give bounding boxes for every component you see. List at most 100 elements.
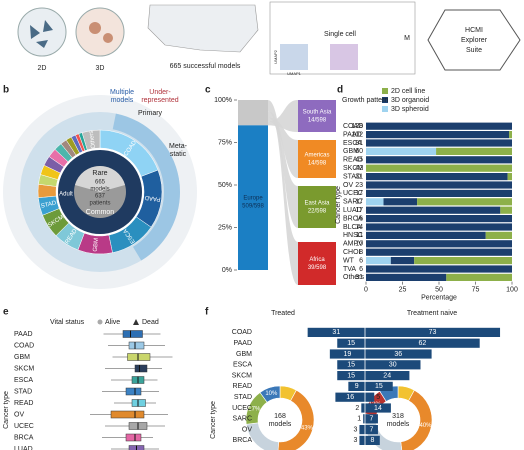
bar-segment xyxy=(366,206,501,214)
sunburst-segment xyxy=(81,129,101,151)
y-tick-label: ESCA xyxy=(233,362,252,369)
value-label: 3 xyxy=(353,426,357,433)
header-label: models xyxy=(111,97,134,104)
bar xyxy=(365,360,421,370)
region-label: East Asia xyxy=(304,201,330,207)
y-tick-label: GBM xyxy=(236,351,252,358)
y-tick-label: UCEC xyxy=(232,405,252,412)
value-label: 15 xyxy=(347,372,355,379)
bar xyxy=(365,435,380,445)
y-tick-label: COAD xyxy=(232,329,252,336)
y-tick-label: COAD xyxy=(14,342,34,349)
donut-segment xyxy=(400,389,433,450)
y-tick-label: SKCM xyxy=(14,365,34,372)
bar xyxy=(365,392,375,402)
bar-segment xyxy=(366,164,512,172)
donut-label: 43% xyxy=(301,425,314,431)
count-label: 60 xyxy=(355,148,363,155)
y-tick-label: OV xyxy=(242,426,252,433)
y-axis-title: Cancer type xyxy=(210,401,217,439)
count-label: 10 xyxy=(355,241,363,248)
y-tick-label: READ xyxy=(14,400,33,407)
bar-segment xyxy=(366,156,512,164)
count-label: 31 xyxy=(355,173,363,180)
bar-segment xyxy=(383,198,418,206)
bar-segment xyxy=(366,173,508,181)
cells-icon xyxy=(30,20,53,48)
center-text: 637 xyxy=(95,194,106,200)
explorer-hex xyxy=(427,9,521,71)
inner-label: Common xyxy=(86,209,115,216)
count-label: 42 xyxy=(355,165,363,172)
y-tick-label: TVA xyxy=(343,266,356,273)
box xyxy=(125,433,142,442)
value-label: 15 xyxy=(347,340,355,347)
region-value: 14/598 xyxy=(308,161,327,167)
box xyxy=(110,410,145,419)
bar xyxy=(363,414,365,424)
count-label: 17 xyxy=(355,199,363,206)
value-label: 62 xyxy=(418,340,426,347)
bar xyxy=(238,125,268,270)
bar-segment xyxy=(366,273,447,281)
x-tick-label: 0 xyxy=(364,286,368,293)
header-label: Under- xyxy=(149,89,171,96)
bar-segment xyxy=(446,273,512,281)
y-tick-label: STAD xyxy=(343,173,361,180)
y-tick-label: LUAD xyxy=(14,446,33,450)
y-tick-label: Others xyxy=(343,274,365,281)
legend-swatch xyxy=(382,106,388,112)
box xyxy=(131,399,146,407)
x-tick-label: 25 xyxy=(399,286,407,293)
column-header: Treated xyxy=(271,310,295,317)
bar xyxy=(365,403,391,413)
count-label: 81 xyxy=(355,140,363,147)
y-tick-label: UCEC xyxy=(14,423,34,430)
bar-segment xyxy=(366,189,512,197)
count-label: 6 xyxy=(359,266,363,273)
panel-label: f xyxy=(205,307,209,318)
count-label: 6 xyxy=(359,257,363,264)
remainder xyxy=(238,100,268,126)
y-tick-label: READ xyxy=(233,383,252,390)
box xyxy=(122,330,143,338)
segment-label: Others xyxy=(89,130,98,149)
inner-label: Adult xyxy=(59,192,73,198)
y-tick-label: PAAD xyxy=(14,331,33,338)
region-box xyxy=(298,140,336,178)
value-label: 7 xyxy=(370,416,374,423)
region-label: Africa xyxy=(309,257,325,263)
umap-axis: UMAP1 xyxy=(287,71,302,76)
box xyxy=(128,341,145,350)
flow xyxy=(268,111,298,228)
marker-label: M xyxy=(404,35,410,42)
count-label: 11 xyxy=(356,232,363,239)
box xyxy=(125,387,142,396)
panel-label: e xyxy=(3,307,9,318)
bar-segment xyxy=(436,147,512,155)
bar-segment xyxy=(366,257,391,265)
y-tick-label: UCEC xyxy=(343,190,363,197)
x-tick-label: 100 xyxy=(506,286,518,293)
value-label: 1 xyxy=(357,416,361,423)
inner-label: Rare xyxy=(92,170,107,177)
count-label: 16 xyxy=(355,215,363,222)
y-tick-label: BRCA xyxy=(14,434,34,441)
flow xyxy=(268,100,298,285)
bar xyxy=(337,360,365,370)
x-tick-label: 75 xyxy=(472,286,480,293)
y-tick-label: OV xyxy=(14,411,24,418)
bar-segment xyxy=(366,181,512,189)
count-label: 31 xyxy=(355,274,363,281)
value-label: 5 xyxy=(376,394,380,401)
bar xyxy=(365,338,480,348)
count-label: 102 xyxy=(351,131,363,138)
cells-icon xyxy=(103,33,113,43)
donut-center: models xyxy=(387,421,410,428)
y-tick-label: GBM xyxy=(343,148,359,155)
value-label: 15 xyxy=(347,362,355,369)
legend-label: 3D organoid xyxy=(391,97,429,104)
bar xyxy=(329,349,365,359)
legend-label: 3D spheroid xyxy=(391,106,429,113)
